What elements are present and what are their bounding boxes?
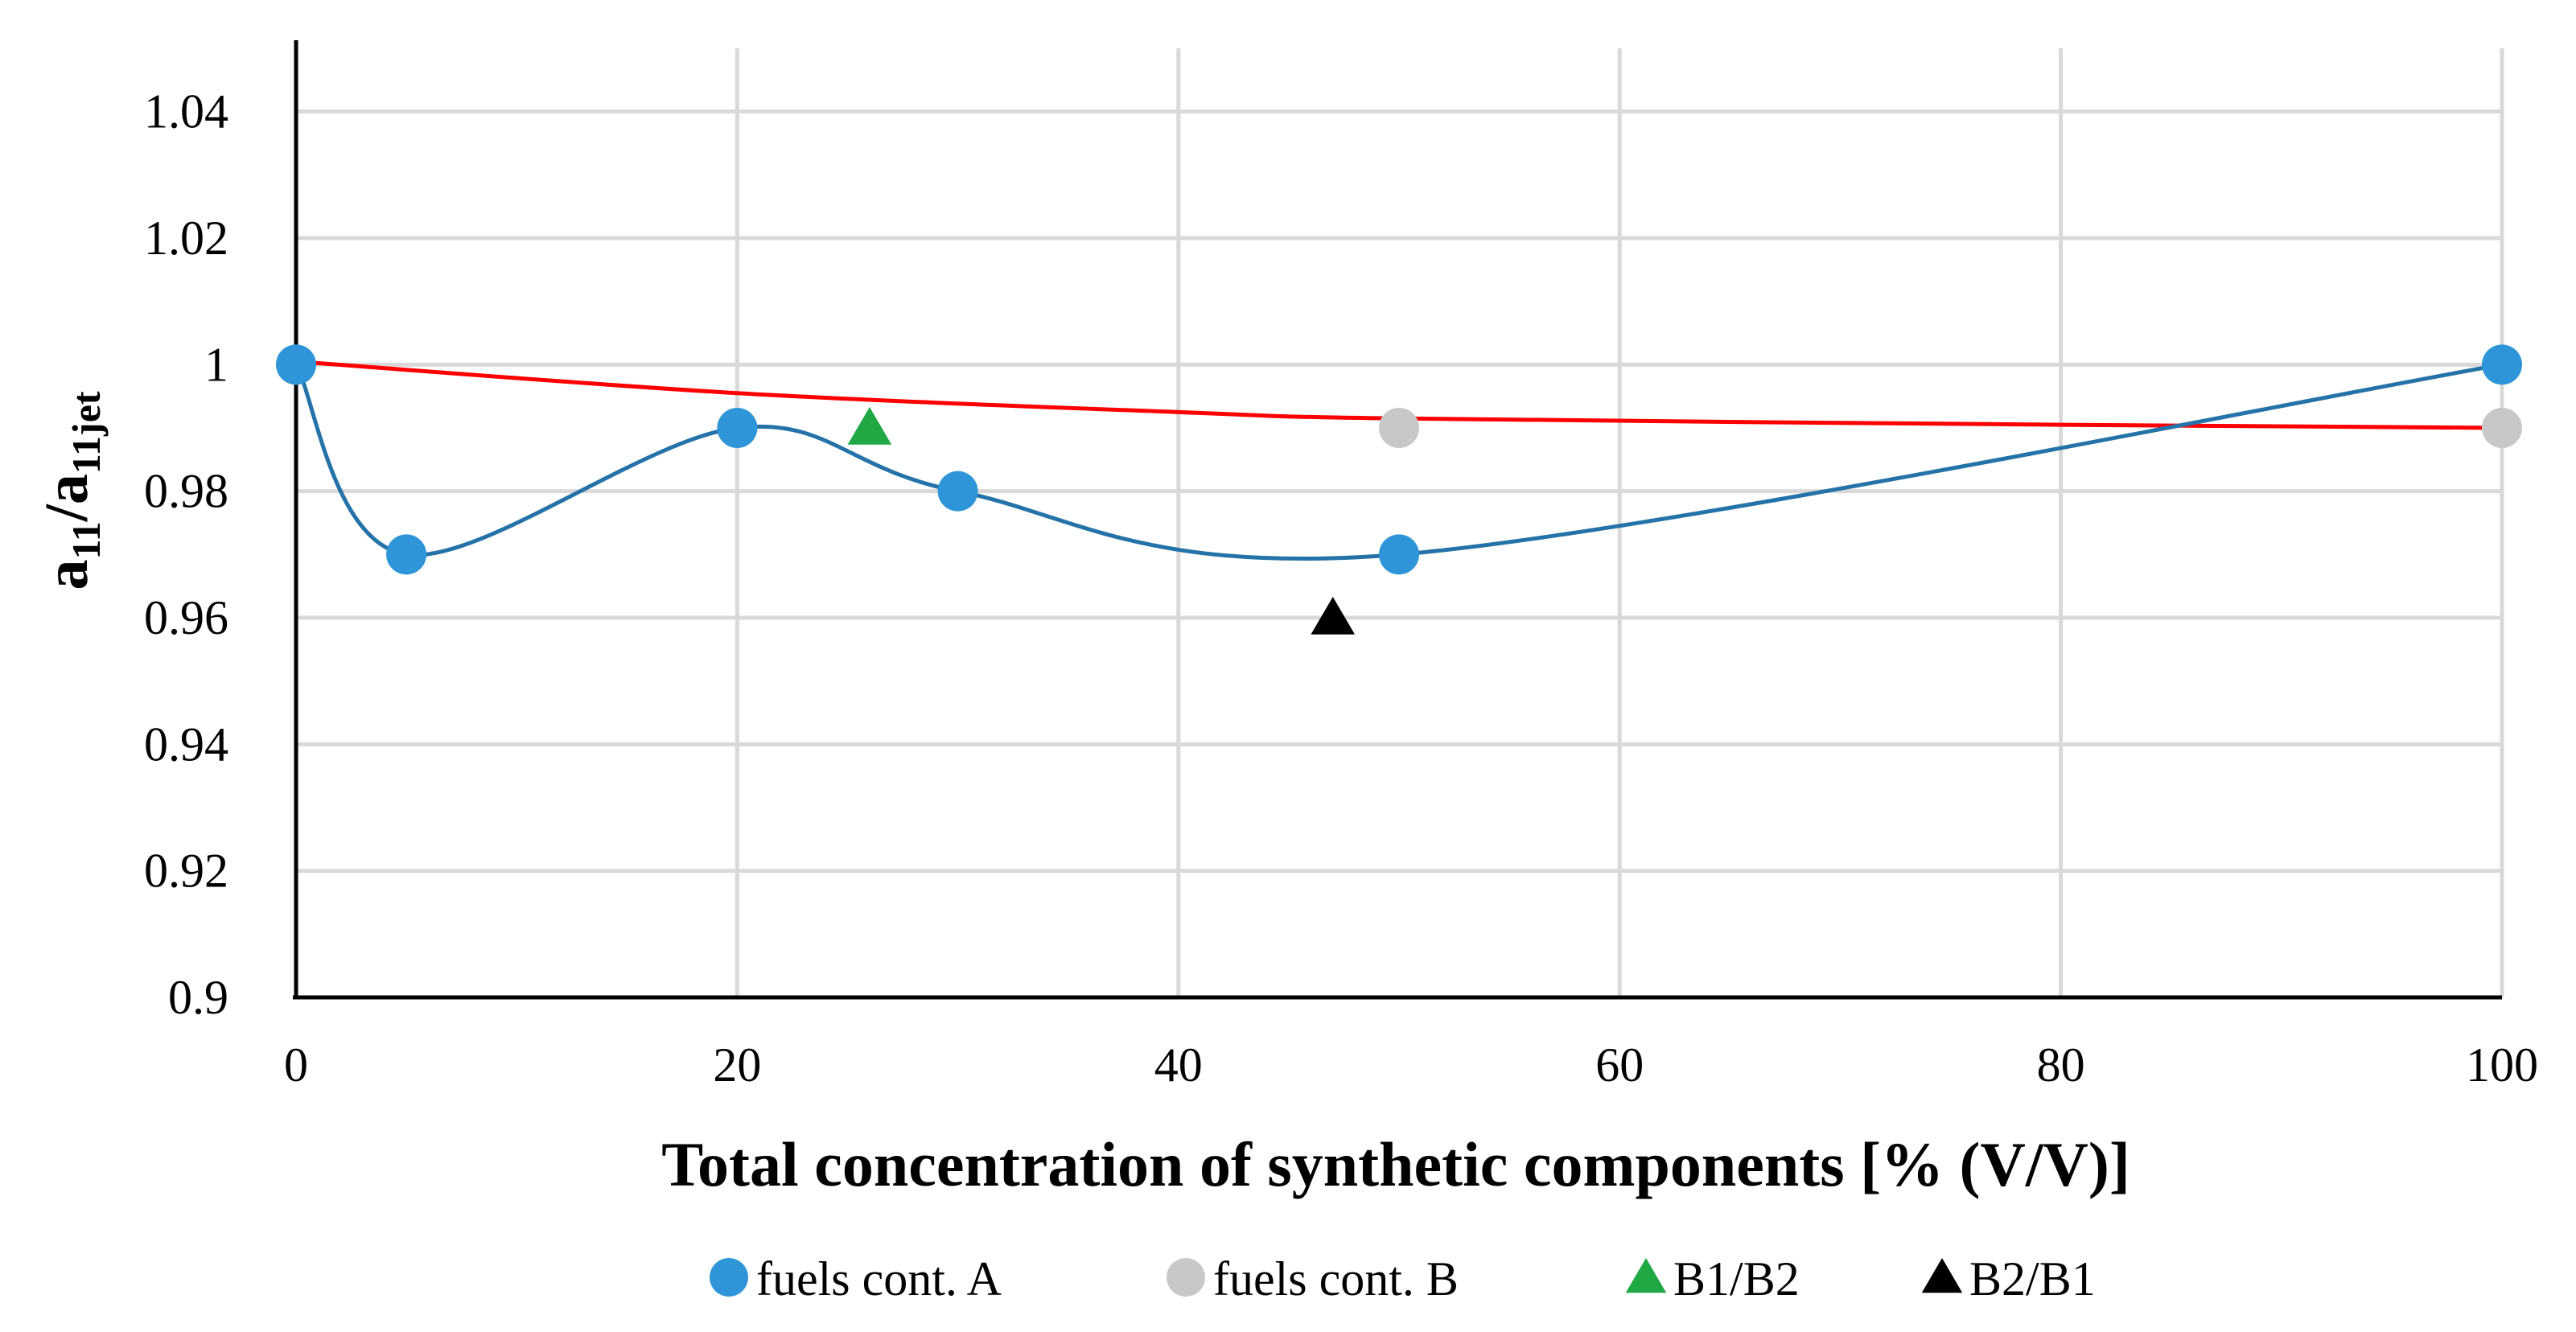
legend-label-b2-b1: B2/B1 [1969,1252,2096,1305]
x-tick-label: 40 [1154,1038,1203,1092]
data-point-b2-b1 [1311,597,1356,635]
data-point-fuels-cont-a [717,408,758,448]
y-tick-label: 1 [204,338,228,391]
legend-marker-fuels-cont-a [710,1258,748,1297]
y-axis-title-slash: /a [33,474,101,522]
y-tick-label: 0.96 [144,591,228,644]
y-tick-label: 0.92 [144,845,228,898]
legend-marker-b2-b1 [1921,1258,1963,1293]
y-axis-title-main: a [33,560,101,590]
y-axis-title: a11/a11jet [33,391,109,590]
data-point-fuels-cont-a [386,534,427,575]
x-tick-label: 100 [2466,1038,2538,1092]
x-tick-label: 0 [284,1038,308,1092]
grid [296,48,2504,997]
x-tick-label: 20 [713,1038,761,1092]
data-point-fuels-cont-b [2482,408,2522,448]
data-point-fuels-cont-a [937,471,978,512]
legend-label-fuels-cont-a: fuels cont. A [756,1252,1002,1305]
tick-labels: 0.9 0.92 0.94 0.96 0.98 1 1.02 1.04 0 20 40 60 80 100 [144,85,2538,1092]
legend-label-fuels-cont-b: fuels cont. B [1213,1252,1459,1305]
data-point-fuels-cont-b [1379,408,1419,448]
data-point-fuels-cont-a [2482,344,2522,385]
legend: fuels cont. A fuels cont. B B1/B2 B2/B1 [710,1252,2096,1305]
axes [293,40,2502,1000]
y-axis-title-sub2: 11jet [64,391,109,474]
series-line-fuels-cont-a [294,362,2503,561]
x-tick-label: 60 [1595,1038,1644,1092]
legend-marker-fuels-cont-b [1167,1258,1205,1297]
y-tick-label: 0.98 [144,465,228,518]
legend-marker-b1-b2 [1625,1258,1667,1293]
y-tick-label: 0.94 [144,717,228,771]
legend-label-b1-b2: B1/B2 [1673,1252,1800,1305]
data-point-fuels-cont-a [276,344,316,385]
data-point-b1-b2 [847,407,892,445]
x-tick-label: 80 [2037,1038,2085,1092]
trendline-layer [295,359,2503,430]
y-tick-label: 1.02 [144,212,228,265]
y-tick-label: 0.9 [168,971,228,1024]
data-point-fuels-cont-a [1379,534,1419,575]
y-axis-title-sub1: 11 [64,521,109,559]
y-tick-label: 1.04 [144,85,228,138]
x-axis-title: Total concentration of synthetic compone… [661,1129,2130,1199]
series-layer [276,344,2522,635]
trendline [295,359,2503,430]
